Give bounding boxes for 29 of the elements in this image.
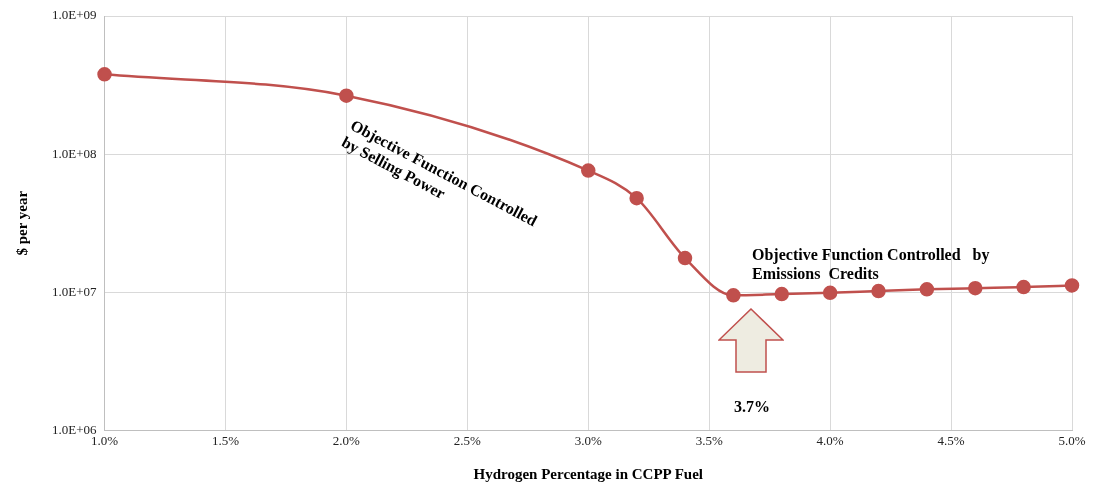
annotation: 3.7% — [734, 398, 770, 416]
x-axis-title: Hydrogen Percentage in CCPP Fuel — [473, 465, 703, 482]
y-axis-title: $ per year — [13, 190, 30, 256]
x-tick-label: 2.5% — [453, 432, 482, 448]
x-tick-label: 3.0% — [574, 432, 602, 448]
point — [871, 283, 886, 299]
y-tick-label: 1.0E+06 — [51, 421, 98, 437]
point — [581, 163, 596, 178]
x-tick-label: 3.5% — [695, 432, 723, 448]
x-tick-label: 4.0% — [816, 432, 844, 448]
point — [774, 286, 790, 302]
y-tick-label: 1.0E+07 — [51, 283, 98, 299]
point — [629, 190, 644, 206]
point — [677, 250, 693, 266]
y-tick-label: 1.0E+08 — [51, 145, 97, 161]
annotation: Objective Function Controlled by Emissions Credits — [752, 246, 990, 283]
point — [968, 280, 983, 296]
point — [339, 88, 354, 103]
x-tick-label: 2.0% — [332, 432, 361, 448]
y-tick-label: 1.0E+09 — [51, 7, 97, 23]
point — [97, 67, 112, 82]
point — [822, 285, 838, 301]
point — [919, 282, 935, 297]
point — [1016, 279, 1031, 295]
point — [1064, 278, 1080, 293]
x-tick-label: 5.0% — [1058, 432, 1086, 448]
x-tick-label: 1.5% — [211, 432, 240, 448]
x-tick-label: 4.5% — [937, 432, 965, 448]
point — [726, 288, 741, 303]
